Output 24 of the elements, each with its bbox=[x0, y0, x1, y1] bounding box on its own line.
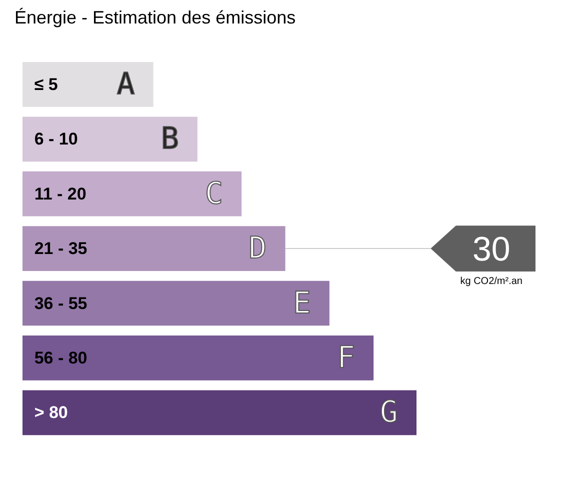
text: kg CO2/m².an bbox=[460, 276, 522, 287]
annotation: D bbox=[248, 231, 267, 266]
y-tick-label: 36 - 55 bbox=[34, 294, 88, 313]
bar bbox=[22, 280, 330, 326]
y-tick-label: ≤ 5 bbox=[34, 74, 58, 94]
annotation: G bbox=[380, 395, 398, 430]
bar bbox=[22, 116, 198, 162]
y-tick-label: 56 - 80 bbox=[34, 348, 88, 368]
bar bbox=[22, 336, 374, 380]
bar bbox=[22, 171, 242, 216]
y-tick-label: 11 - 20 bbox=[34, 184, 86, 204]
annotation: E bbox=[292, 286, 311, 321]
y-tick-label: > 80 bbox=[34, 403, 68, 422]
y-tick-label: 21 - 35 bbox=[34, 239, 88, 258]
annotation: A bbox=[116, 66, 135, 102]
chart-title: Énergie - Estimation des émissions bbox=[14, 8, 296, 28]
y-tick-label: 6 - 10 bbox=[34, 130, 78, 149]
ref-line-label: 30 bbox=[472, 230, 510, 269]
annotation: B bbox=[160, 122, 179, 157]
bar bbox=[22, 390, 416, 436]
bar bbox=[22, 226, 286, 271]
bar bbox=[22, 62, 154, 107]
annotation: C bbox=[204, 176, 224, 212]
annotation: F bbox=[336, 340, 356, 376]
